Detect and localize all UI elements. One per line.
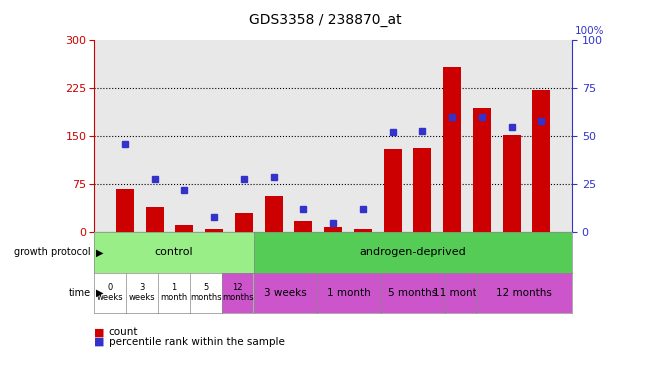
Text: 100%: 100% bbox=[575, 26, 604, 36]
Text: percentile rank within the sample: percentile rank within the sample bbox=[109, 337, 285, 347]
Bar bbox=[384, 149, 402, 232]
Bar bbox=[146, 207, 164, 232]
Bar bbox=[443, 67, 461, 232]
Text: ▶: ▶ bbox=[96, 247, 103, 258]
Bar bbox=[176, 225, 193, 232]
Bar bbox=[116, 189, 134, 232]
Text: 12
months: 12 months bbox=[222, 283, 254, 303]
Text: 1 month: 1 month bbox=[327, 288, 371, 298]
Text: ■: ■ bbox=[94, 337, 105, 347]
Text: ▶: ▶ bbox=[96, 288, 103, 298]
Text: 0
weeks: 0 weeks bbox=[97, 283, 124, 303]
Text: 3
weeks: 3 weeks bbox=[129, 283, 155, 303]
Bar bbox=[532, 90, 551, 232]
Text: 12 months: 12 months bbox=[497, 288, 552, 298]
Text: time: time bbox=[69, 288, 91, 298]
Bar bbox=[205, 229, 223, 232]
Text: count: count bbox=[109, 327, 138, 337]
Bar bbox=[413, 148, 432, 232]
Bar bbox=[473, 108, 491, 232]
Text: androgen-deprived: androgen-deprived bbox=[359, 247, 466, 258]
Bar bbox=[265, 196, 283, 232]
Text: growth protocol: growth protocol bbox=[14, 247, 91, 258]
Text: 11 months: 11 months bbox=[433, 288, 488, 298]
Bar bbox=[235, 213, 253, 232]
Text: 1
month: 1 month bbox=[161, 283, 187, 303]
Bar bbox=[502, 135, 521, 232]
Text: 5 months: 5 months bbox=[388, 288, 437, 298]
Text: 3 weeks: 3 weeks bbox=[264, 288, 307, 298]
Text: GDS3358 / 238870_at: GDS3358 / 238870_at bbox=[249, 13, 401, 27]
Bar bbox=[354, 229, 372, 232]
Bar bbox=[324, 227, 342, 232]
Text: 5
months: 5 months bbox=[190, 283, 222, 303]
Bar bbox=[294, 221, 312, 232]
Text: ■: ■ bbox=[94, 327, 105, 337]
Text: control: control bbox=[155, 247, 193, 258]
